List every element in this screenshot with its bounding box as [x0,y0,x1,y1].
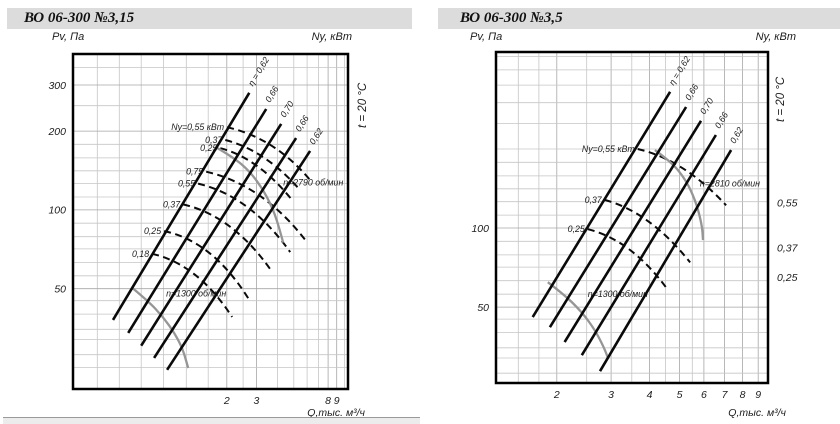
efficiency-label: 0,70 [278,99,296,119]
power-curve [182,203,273,273]
y-tick-label: 200 [47,126,66,138]
efficiency-label: 0,70 [698,96,716,116]
temperature-note: t = 20 °C [775,76,787,122]
power-curve-label: 0,25 [568,224,585,234]
efficiency-line [563,120,703,343]
power-curve-label: 0,37 [585,195,603,205]
flow-axis-label: Q,тыс. м³/ч [307,407,365,419]
power-axis-label: Ny, кВт [756,31,796,43]
y-tick-label: 50 [477,302,489,314]
speed-curve-label: n=2790 об/мин [283,178,343,188]
efficiency-label: η = 0,62 [246,55,271,88]
panel-title-left: ВО 06-300 №3,15 [24,10,135,26]
power-axis-value: 0,37 [777,243,799,255]
power-curve [226,126,311,181]
efficiency-line [127,108,268,334]
temperature-note: t = 20 °C [357,82,369,128]
power-axis-value: 0,25 [777,272,798,284]
power-curve-label: 0,25 [200,143,217,153]
x-tick-label: 3 [253,395,259,407]
x-tick-label: 2 [553,389,560,401]
flow-axis-label: Q,тыс. м³/ч [728,407,786,419]
x-tick-label: 5 [677,389,683,401]
next-section-band [3,417,420,424]
power-curve-label: Ny=0,55 кВт [582,144,635,154]
plot-border [71,52,350,391]
y-tick-label: 50 [54,284,66,296]
panel-title-bar-right: ВО 06-300 №3,5 [438,8,840,29]
x-tick-label: 8 [740,389,746,401]
x-tick-label: 9 [755,389,761,401]
power-curve [220,147,293,201]
power-curve-label: 0,18 [132,249,149,259]
power-curve-label: 0,37 [205,135,223,145]
power-curve-label: 0,75 [186,167,203,177]
plot-border [494,50,770,385]
power-curve [637,148,727,206]
power-curve-label: 0,55 [178,179,195,189]
efficiency-label: 0,66 [713,110,730,130]
y-tick-label: 100 [48,205,66,217]
power-curve-label: 0,25 [144,226,161,236]
efficiency-line [166,150,312,371]
efficiency-line [140,123,283,347]
efficiency-line [531,91,672,318]
efficiency-label: 0,62 [307,126,325,146]
efficiency-line [153,137,298,359]
y-tick-label: 100 [471,223,489,235]
x-tick-label: 7 [722,389,729,401]
speed-curve [131,286,190,369]
x-tick-label: 8 [325,395,331,407]
power-axis-label: Ny, кВт [312,31,352,43]
y-tick-label: 300 [48,80,66,92]
efficiency-line [111,92,251,321]
speed-curve-label: n=2810 об/мин [700,178,760,188]
power-curve [604,198,691,264]
x-tick-label: 4 [647,389,653,401]
panel-title-right: ВО 06-300 №3,5 [460,10,563,26]
panel-title-bar-left: ВО 06-300 №3,15 [7,8,412,29]
x-tick-label: 9 [334,395,340,407]
efficiency-label: 0,66 [263,84,281,104]
power-curve-label: 0,37 [163,199,181,209]
efficiency-label: 0,66 [293,113,311,133]
x-tick-label: 6 [701,389,707,401]
power-curve [163,230,250,299]
x-tick-label: 3 [608,389,614,401]
speed-curve [214,145,285,243]
efficiency-line [548,106,688,328]
pressure-axis-label: Pv, Па [52,31,84,43]
power-curve-label: Ny=0,55 кВт [171,122,224,132]
efficiency-line [580,134,718,356]
x-tick-label: 2 [223,395,230,407]
pressure-axis-label: Pv, Па [470,31,502,43]
power-curve [587,228,669,291]
efficiency-line [598,149,733,372]
power-axis-value: 0,55 [777,197,798,209]
power-curve [225,139,301,191]
power-curve [151,252,233,318]
